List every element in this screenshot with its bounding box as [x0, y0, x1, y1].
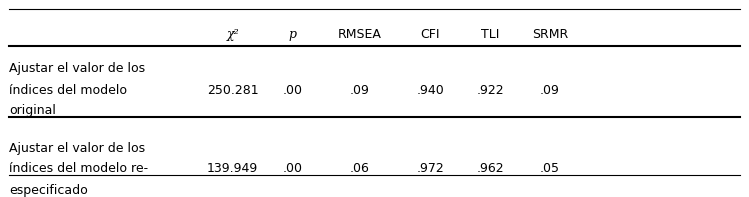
Text: índices del modelo: índices del modelo	[9, 84, 127, 97]
Text: CFI: CFI	[421, 28, 440, 41]
Text: .05: .05	[540, 162, 560, 175]
Text: χ²: χ²	[226, 28, 239, 41]
Text: p: p	[288, 28, 297, 41]
Text: .972: .972	[416, 162, 444, 175]
Text: .00: .00	[282, 84, 303, 97]
Text: RMSEA: RMSEA	[338, 28, 381, 41]
Text: .09: .09	[540, 84, 560, 97]
Text: .940: .940	[416, 84, 444, 97]
Text: 250.281: 250.281	[207, 84, 258, 97]
Text: TLI: TLI	[481, 28, 500, 41]
Text: .06: .06	[350, 162, 369, 175]
Text: .00: .00	[282, 162, 303, 175]
Text: original: original	[9, 104, 55, 117]
Text: 139.949: 139.949	[207, 162, 258, 175]
Text: Ajustar el valor de los: Ajustar el valor de los	[9, 142, 145, 155]
Text: especificado: especificado	[9, 184, 88, 197]
Text: .962: .962	[476, 162, 504, 175]
Text: .09: .09	[350, 84, 369, 97]
Text: Ajustar el valor de los: Ajustar el valor de los	[9, 62, 145, 75]
Text: .922: .922	[476, 84, 504, 97]
Text: índices del modelo re-: índices del modelo re-	[9, 162, 148, 175]
Text: SRMR: SRMR	[532, 28, 568, 41]
